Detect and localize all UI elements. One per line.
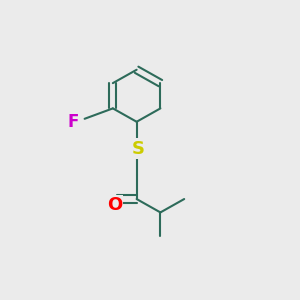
Text: S: S — [132, 140, 145, 158]
Text: O: O — [107, 196, 122, 214]
Text: F: F — [67, 113, 78, 131]
